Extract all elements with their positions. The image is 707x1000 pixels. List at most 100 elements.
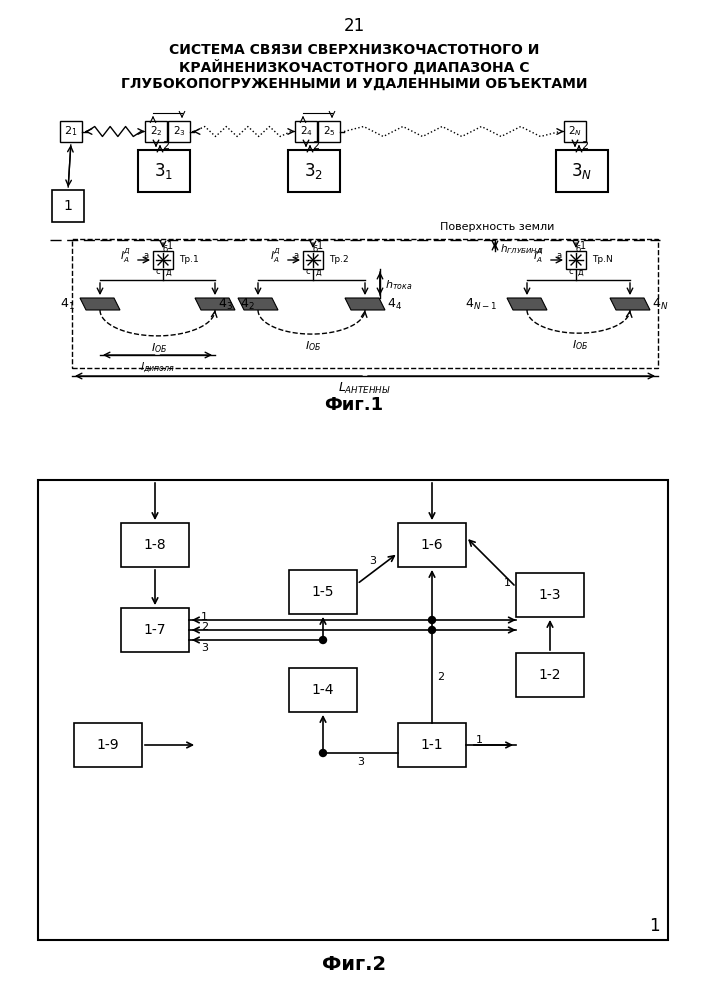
Text: $4_N$: $4_N$ bbox=[652, 296, 668, 312]
Polygon shape bbox=[238, 298, 278, 310]
Text: 1-5: 1-5 bbox=[312, 585, 334, 599]
Text: 1-6: 1-6 bbox=[421, 538, 443, 552]
Text: $4_3$: $4_3$ bbox=[218, 296, 233, 312]
Text: $4_1$: $4_1$ bbox=[60, 296, 75, 312]
Text: д: д bbox=[165, 267, 171, 276]
Polygon shape bbox=[195, 298, 235, 310]
Text: $2_4$: $2_4$ bbox=[300, 125, 312, 138]
Text: 2: 2 bbox=[312, 141, 320, 151]
Text: $3_2$: $3_2$ bbox=[305, 161, 324, 181]
Bar bbox=[564, 121, 586, 142]
Circle shape bbox=[428, 616, 436, 624]
Bar bbox=[398, 523, 466, 567]
Bar bbox=[38, 480, 668, 940]
Polygon shape bbox=[507, 298, 547, 310]
Bar bbox=[556, 150, 608, 192]
Text: 2: 2 bbox=[163, 141, 170, 151]
Text: $l_{диполя}$: $l_{диполя}$ bbox=[140, 360, 175, 375]
Text: $h_{ГЛУБИНА}$: $h_{ГЛУБИНА}$ bbox=[500, 243, 543, 257]
Text: $4_4$: $4_4$ bbox=[387, 296, 402, 312]
Bar bbox=[295, 121, 317, 142]
Text: 3: 3 bbox=[357, 757, 364, 767]
Text: $3_N$: $3_N$ bbox=[571, 161, 592, 181]
Bar bbox=[288, 150, 340, 192]
Text: $2_1$: $2_1$ bbox=[64, 125, 78, 138]
Text: $L_{АНТЕННЫ}$: $L_{АНТЕННЫ}$ bbox=[339, 381, 392, 396]
Text: $4_2$: $4_2$ bbox=[240, 296, 255, 312]
Text: б: б bbox=[575, 244, 580, 253]
Text: 2: 2 bbox=[201, 622, 208, 632]
Text: а: а bbox=[294, 251, 299, 260]
Text: $I_A^Д$: $I_A^Д$ bbox=[533, 247, 544, 265]
Text: 1-7: 1-7 bbox=[144, 623, 166, 637]
Text: д: д bbox=[578, 267, 584, 276]
Bar bbox=[303, 251, 323, 269]
Text: $I_{ОБ}$: $I_{ОБ}$ bbox=[572, 338, 588, 352]
Text: 1: 1 bbox=[64, 199, 72, 213]
Text: $3_1$: $3_1$ bbox=[154, 161, 173, 181]
Text: 1-4: 1-4 bbox=[312, 683, 334, 697]
Bar bbox=[72, 239, 658, 368]
Text: $2_5$: $2_5$ bbox=[322, 125, 335, 138]
Bar bbox=[121, 523, 189, 567]
Text: $2_3$: $2_3$ bbox=[173, 125, 185, 138]
Text: Фиг.2: Фиг.2 bbox=[322, 956, 386, 974]
Polygon shape bbox=[610, 298, 650, 310]
Text: 1: 1 bbox=[580, 241, 586, 251]
Text: б: б bbox=[312, 244, 317, 253]
Bar bbox=[289, 668, 357, 712]
Text: $I_A^Д$: $I_A^Д$ bbox=[270, 247, 281, 265]
Text: $2_2$: $2_2$ bbox=[150, 125, 163, 138]
Text: 3: 3 bbox=[369, 556, 376, 566]
Text: Поверхность земли: Поверхность земли bbox=[440, 222, 554, 232]
Polygon shape bbox=[345, 298, 385, 310]
Text: 1: 1 bbox=[167, 241, 173, 251]
Text: 1-2: 1-2 bbox=[539, 668, 561, 682]
Text: 1: 1 bbox=[649, 917, 660, 935]
Text: 1: 1 bbox=[201, 612, 208, 622]
Text: с: с bbox=[305, 267, 310, 276]
Text: $h_{тока}$: $h_{тока}$ bbox=[385, 278, 412, 292]
Text: Фиг.1: Фиг.1 bbox=[325, 396, 384, 414]
Text: 2: 2 bbox=[581, 141, 588, 151]
Text: 1: 1 bbox=[317, 241, 323, 251]
Text: 3: 3 bbox=[201, 643, 208, 653]
Text: б: б bbox=[163, 244, 168, 253]
Text: а: а bbox=[144, 251, 149, 260]
Text: $I_A^Д$: $I_A^Д$ bbox=[120, 247, 131, 265]
Bar bbox=[289, 570, 357, 614]
Text: 1-3: 1-3 bbox=[539, 588, 561, 602]
Text: 1: 1 bbox=[476, 735, 483, 745]
Text: д: д bbox=[315, 267, 321, 276]
Text: $2_N$: $2_N$ bbox=[568, 125, 582, 138]
Text: СИСТЕМА СВЯЗИ СВЕРХНИЗКОЧАСТОТНОГО И: СИСТЕМА СВЯЗИ СВЕРХНИЗКОЧАСТОТНОГО И bbox=[169, 43, 539, 57]
Text: Тр.N: Тр.N bbox=[592, 255, 613, 264]
Bar bbox=[153, 251, 173, 269]
Text: Тр.2: Тр.2 bbox=[329, 255, 349, 264]
Bar bbox=[398, 723, 466, 767]
Text: Тр.1: Тр.1 bbox=[179, 255, 199, 264]
Text: 1-8: 1-8 bbox=[144, 538, 166, 552]
Text: с: с bbox=[156, 267, 160, 276]
Bar bbox=[60, 121, 82, 142]
Polygon shape bbox=[80, 298, 120, 310]
Bar bbox=[566, 251, 586, 269]
Text: с: с bbox=[568, 267, 573, 276]
Text: КРАЙНЕНИЗКОЧАСТОТНОГО ДИАПАЗОНА С: КРАЙНЕНИЗКОЧАСТОТНОГО ДИАПАЗОНА С bbox=[179, 59, 530, 75]
Bar bbox=[52, 190, 84, 222]
Bar bbox=[516, 573, 584, 617]
Circle shape bbox=[428, 626, 436, 634]
Bar bbox=[168, 121, 190, 142]
Bar bbox=[516, 653, 584, 697]
Text: $I_{ОБ}$: $I_{ОБ}$ bbox=[151, 341, 167, 355]
Text: 1-1: 1-1 bbox=[421, 738, 443, 752]
Circle shape bbox=[320, 637, 327, 644]
Text: ГЛУБОКОПОГРУЖЕННЫМИ И УДАЛЕННЫМИ ОБЪЕКТАМИ: ГЛУБОКОПОГРУЖЕННЫМИ И УДАЛЕННЫМИ ОБЪЕКТА… bbox=[121, 77, 588, 91]
Text: $I_{ОБ}$: $I_{ОБ}$ bbox=[305, 339, 321, 353]
Text: а: а bbox=[557, 251, 562, 260]
Text: 21: 21 bbox=[344, 17, 365, 35]
Text: 2: 2 bbox=[437, 672, 444, 682]
Text: 1: 1 bbox=[504, 578, 511, 588]
Bar bbox=[121, 608, 189, 652]
Bar bbox=[145, 121, 167, 142]
